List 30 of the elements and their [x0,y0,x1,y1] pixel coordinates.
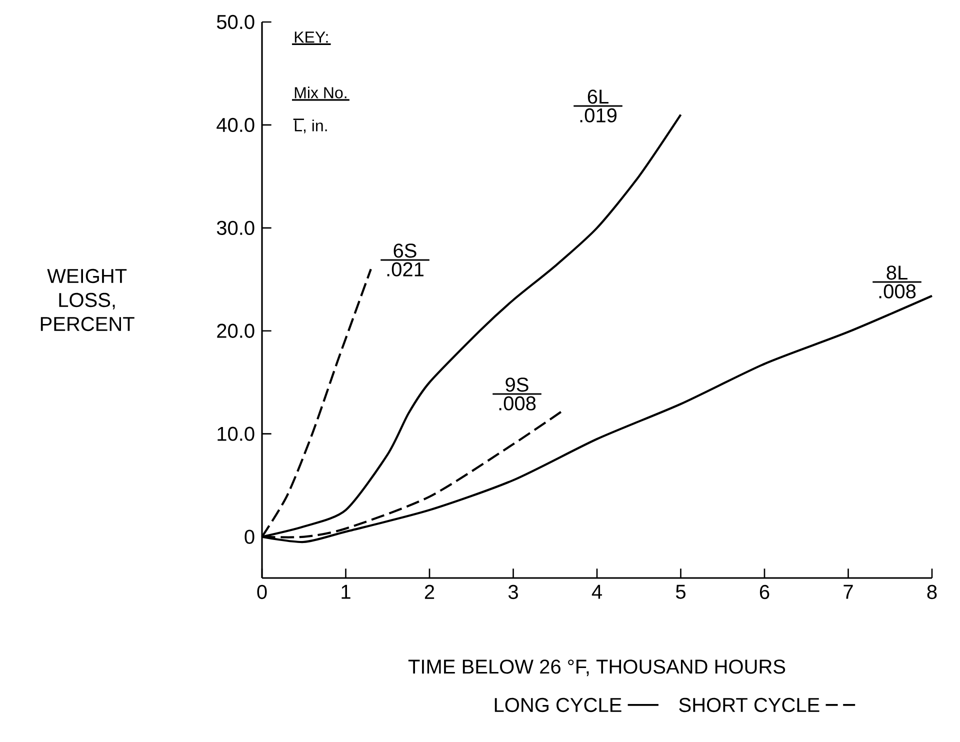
x-tick-label: 4 [592,584,602,599]
x-tick-label: 7 [844,584,853,599]
y-tick-label: 50.0 [216,14,254,30]
y-axis-title: WEIGHT LOSS, PERCENT [40,268,134,332]
y-tick-label: 10.0 [218,426,254,441]
x-tick-label: 6 [760,584,770,600]
y-tick-label: 40.0 [216,118,254,132]
annotation: 6L [588,90,608,104]
annotation: .008 [499,396,536,410]
annotation: 8L [886,266,908,280]
annotation: KEY: [294,32,328,43]
annotation: L, in. [294,120,327,134]
annotation: 6S [394,244,416,258]
y-tick-label: 30.0 [216,220,254,235]
annotation: .021 [387,262,424,276]
x-tick-label: 5 [676,584,686,599]
annotation: Mix No. [294,86,346,98]
annotation: .008 [879,284,916,298]
text: LONG CYCLE [494,698,622,712]
annotation: 9S [506,378,528,392]
x-tick-label: 2 [424,584,434,599]
x-tick-label: 8 [927,584,937,600]
x-tick-label: 0 [257,584,267,600]
text: SHORT CYCLE [679,698,820,712]
x-tick-label: 1 [342,584,350,599]
y-tick-label: 20.0 [217,324,254,338]
x-axis-title: TIME BELOW 26 °F, THOUSAND HOURS [408,660,786,676]
x-tick-label: 3 [508,584,518,600]
y-tick-label: 0 [244,530,254,544]
annotation: .019 [580,108,617,122]
